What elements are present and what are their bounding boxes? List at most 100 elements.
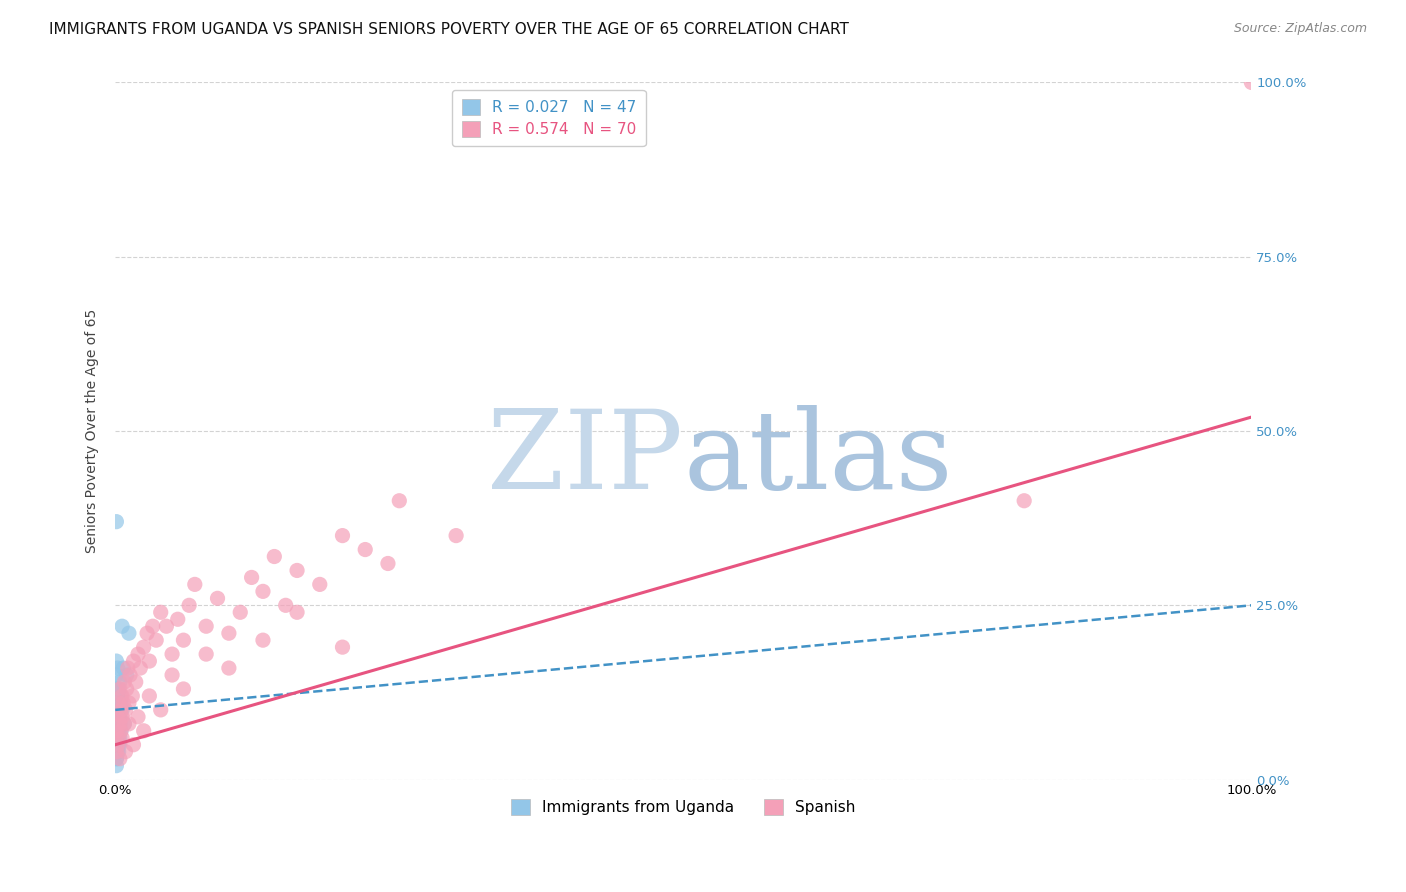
Point	[105, 738, 128, 752]
Point	[444, 528, 467, 542]
Point	[263, 549, 285, 564]
Point	[115, 668, 138, 682]
Point	[138, 689, 160, 703]
Point	[105, 723, 128, 738]
Point	[142, 619, 165, 633]
Point	[117, 661, 139, 675]
Point	[108, 716, 131, 731]
Point	[105, 515, 128, 529]
Point	[110, 723, 132, 738]
Point	[107, 703, 129, 717]
Point	[105, 696, 128, 710]
Point	[105, 654, 128, 668]
Point	[118, 668, 141, 682]
Point	[179, 599, 201, 613]
Point	[110, 703, 132, 717]
Point	[107, 731, 129, 745]
Point	[195, 619, 218, 633]
Point	[107, 661, 129, 675]
Point	[195, 647, 218, 661]
Point	[229, 605, 252, 619]
Point	[160, 668, 183, 682]
Point	[332, 640, 354, 654]
Text: Source: ZipAtlas.com: Source: ZipAtlas.com	[1233, 22, 1367, 36]
Point	[145, 633, 167, 648]
Point	[138, 654, 160, 668]
Point	[110, 689, 132, 703]
Point	[107, 696, 129, 710]
Point	[105, 723, 128, 738]
Point	[107, 723, 129, 738]
Point	[110, 723, 132, 738]
Point	[354, 542, 377, 557]
Point	[105, 731, 128, 745]
Point	[107, 703, 129, 717]
Point	[160, 647, 183, 661]
Point	[172, 633, 194, 648]
Point	[129, 661, 152, 675]
Point	[105, 703, 128, 717]
Point	[121, 689, 143, 703]
Point	[112, 675, 135, 690]
Point	[252, 633, 274, 648]
Point	[172, 681, 194, 696]
Point	[107, 710, 129, 724]
Point	[105, 745, 128, 759]
Point	[105, 716, 128, 731]
Text: atlas: atlas	[683, 405, 953, 512]
Point	[166, 612, 188, 626]
Y-axis label: Seniors Poverty Over the Age of 65: Seniors Poverty Over the Age of 65	[86, 309, 100, 553]
Point	[1012, 493, 1035, 508]
Point	[108, 710, 131, 724]
Point	[218, 661, 240, 675]
Point	[105, 681, 128, 696]
Point	[107, 716, 129, 731]
Point	[285, 605, 308, 619]
Point	[105, 745, 128, 759]
Point	[107, 689, 129, 703]
Point	[108, 675, 131, 690]
Point	[111, 703, 134, 717]
Point	[105, 758, 128, 772]
Point	[105, 710, 128, 724]
Point	[112, 661, 135, 675]
Point	[125, 675, 148, 690]
Point	[107, 738, 129, 752]
Point	[108, 752, 131, 766]
Point	[149, 605, 172, 619]
Point	[108, 716, 131, 731]
Point	[111, 619, 134, 633]
Point	[332, 528, 354, 542]
Point	[107, 738, 129, 752]
Point	[111, 710, 134, 724]
Point	[132, 640, 155, 654]
Point	[112, 716, 135, 731]
Point	[118, 696, 141, 710]
Text: ZIP: ZIP	[488, 405, 683, 512]
Point	[107, 745, 129, 759]
Point	[107, 731, 129, 745]
Point	[274, 599, 297, 613]
Point	[108, 681, 131, 696]
Point	[112, 716, 135, 731]
Point	[105, 745, 128, 759]
Point	[105, 668, 128, 682]
Point	[252, 584, 274, 599]
Point	[112, 696, 135, 710]
Point	[111, 731, 134, 745]
Point	[285, 564, 308, 578]
Point	[149, 703, 172, 717]
Point	[115, 681, 138, 696]
Point	[114, 745, 136, 759]
Point	[388, 493, 411, 508]
Point	[107, 710, 129, 724]
Point	[127, 647, 149, 661]
Point	[132, 723, 155, 738]
Point	[105, 752, 128, 766]
Point	[184, 577, 207, 591]
Point	[122, 654, 145, 668]
Point	[105, 752, 128, 766]
Point	[377, 557, 399, 571]
Point	[127, 710, 149, 724]
Text: IMMIGRANTS FROM UGANDA VS SPANISH SENIORS POVERTY OVER THE AGE OF 65 CORRELATION: IMMIGRANTS FROM UGANDA VS SPANISH SENIOR…	[49, 22, 849, 37]
